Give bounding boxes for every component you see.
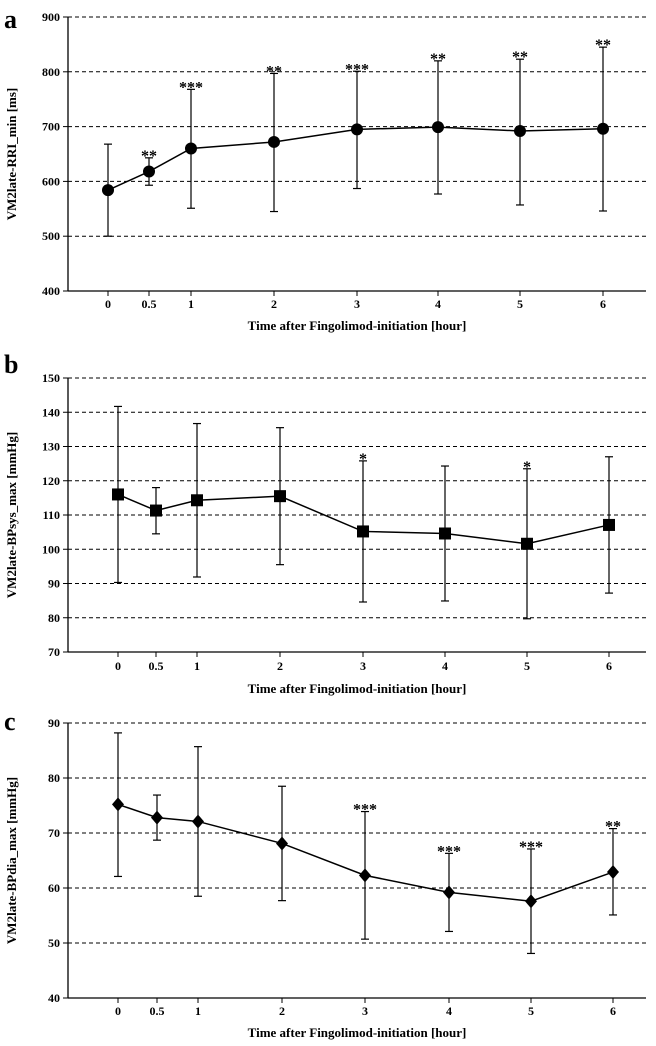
x-axis-title: Time after Fingolimod-initiation [hour]	[248, 1025, 467, 1040]
x-axis-title: Time after Fingolimod-initiation [hour]	[248, 681, 467, 696]
significance-label: ***	[519, 839, 543, 856]
significance-label: **	[141, 148, 157, 165]
panel-label: a	[4, 5, 17, 34]
x-tick-label: 6	[610, 1004, 616, 1018]
chart-panel-c: c 40 50 60 70 80 90 0 0.5 1 2 3 4 5 6 Time after Fingol…	[4, 707, 646, 1040]
significance-label: *	[359, 451, 367, 468]
chart-panel-a: a 400 500 600 700 800 900 0 0.5 1 2 3 4 5 6 Time after …	[4, 5, 646, 333]
significance-label: **	[512, 49, 528, 66]
panel-label: b	[4, 350, 18, 379]
y-tick-label: 500	[42, 229, 60, 243]
significance-label: **	[266, 63, 282, 80]
significance-label: **	[430, 51, 446, 68]
significance-label: ***	[437, 843, 461, 860]
y-axis-title: VM2late-BPsys_max [mmHg]	[4, 432, 19, 598]
data-point	[274, 490, 286, 503]
x-tick-label: 2	[271, 297, 277, 311]
x-tick-label: 5	[524, 659, 530, 673]
x-tick-label: 3	[354, 297, 360, 311]
y-tick-label: 50	[48, 936, 60, 950]
data-point	[150, 504, 162, 517]
data-point	[112, 488, 124, 501]
data-point	[525, 894, 537, 909]
y-tick-label: 90	[48, 577, 60, 591]
data-point	[359, 868, 371, 883]
x-tick-label: 0.5	[142, 297, 157, 311]
panel-label: c	[4, 707, 16, 736]
x-tick-label: 3	[362, 1004, 368, 1018]
data-point	[112, 797, 124, 812]
x-tick-label: 0	[115, 1004, 121, 1018]
x-tick-label: 4	[446, 1004, 452, 1018]
data-point	[603, 518, 615, 531]
x-tick-label: 5	[517, 297, 523, 311]
data-point	[514, 124, 526, 137]
data-point	[102, 184, 114, 197]
significance-label: ***	[345, 61, 369, 78]
significance-label: **	[605, 819, 621, 836]
y-tick-label: 120	[42, 474, 60, 488]
series-line	[107, 126, 604, 191]
x-tick-label: 1	[188, 297, 194, 311]
y-tick-label: 140	[42, 405, 60, 419]
x-tick-label: 1	[195, 1004, 201, 1018]
data-point	[143, 165, 155, 178]
y-tick-label: 600	[42, 174, 60, 188]
x-tick-label: 0	[105, 297, 111, 311]
significance-label: ***	[353, 802, 377, 819]
y-axis-title: VM2late-RRI_min [ms]	[4, 88, 19, 221]
y-tick-label: 900	[42, 10, 60, 24]
data-point	[191, 494, 203, 507]
data-point	[607, 865, 619, 880]
y-tick-label: 60	[48, 881, 60, 895]
x-tick-label: 1	[194, 659, 200, 673]
data-point	[597, 122, 609, 135]
data-point	[268, 135, 280, 148]
y-tick-label: 80	[48, 771, 60, 785]
y-tick-label: 400	[42, 284, 60, 298]
x-tick-label: 4	[435, 297, 441, 311]
x-tick-label: 4	[442, 659, 448, 673]
x-tick-label: 3	[360, 659, 366, 673]
x-tick-label: 2	[279, 1004, 285, 1018]
significance-label: *	[523, 459, 531, 476]
y-tick-label: 70	[48, 645, 60, 659]
series-line	[117, 493, 610, 545]
y-tick-label: 110	[43, 508, 60, 522]
data-point	[357, 525, 369, 538]
chart-panel-b: b 70 80 90 100 110 120 130 140 150 0 0.5 1 2 3 4 5 6 Time …	[4, 350, 646, 696]
significance-label: **	[595, 37, 611, 54]
y-tick-label: 130	[42, 440, 60, 454]
y-tick-label: 80	[48, 611, 60, 625]
y-tick-label: 700	[42, 120, 60, 134]
y-tick-label: 70	[48, 826, 60, 840]
x-tick-label: 0	[115, 659, 121, 673]
y-tick-label: 150	[42, 371, 60, 385]
data-point	[521, 537, 533, 550]
x-tick-label: 0.5	[149, 659, 164, 673]
y-axis-title: VM2late-BPdia_max [mmHg]	[4, 777, 19, 944]
data-point	[432, 121, 444, 134]
x-tick-label: 5	[528, 1004, 534, 1018]
x-tick-label: 6	[606, 659, 612, 673]
y-tick-label: 800	[42, 65, 60, 79]
data-point	[276, 836, 288, 851]
data-point	[192, 814, 204, 829]
significance-label: ***	[179, 79, 203, 96]
data-point	[439, 527, 451, 540]
data-point	[185, 142, 197, 155]
x-tick-label: 6	[600, 297, 606, 311]
x-tick-label: 2	[277, 659, 283, 673]
y-tick-label: 100	[42, 542, 60, 556]
data-point	[151, 810, 163, 825]
series-line	[117, 803, 614, 902]
y-tick-label: 90	[48, 716, 60, 730]
x-tick-label: 0.5	[150, 1004, 165, 1018]
data-point	[351, 123, 363, 136]
x-axis-title: Time after Fingolimod-initiation [hour]	[248, 318, 467, 333]
data-point	[443, 885, 455, 900]
y-tick-label: 40	[48, 991, 60, 1005]
